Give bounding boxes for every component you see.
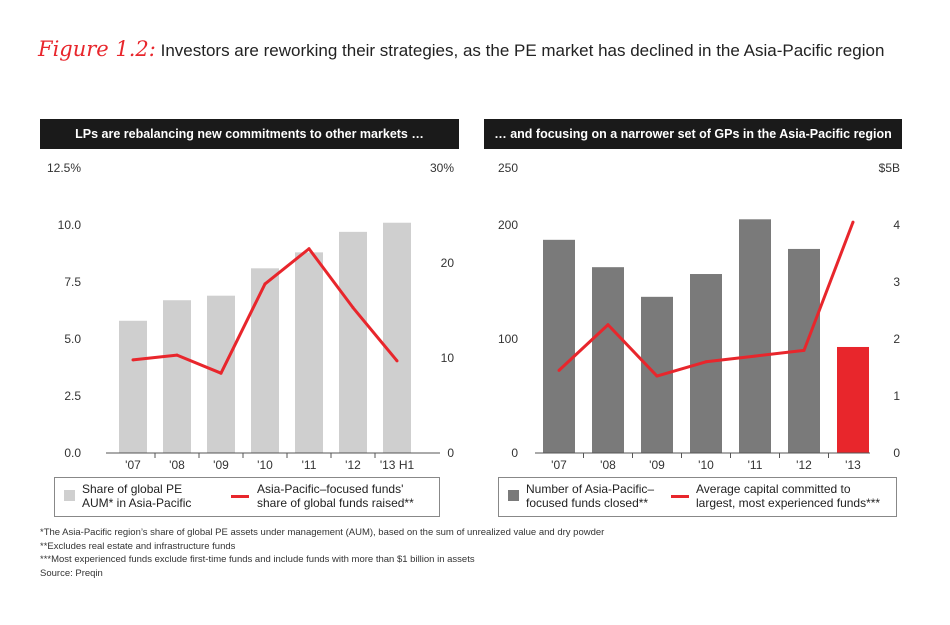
left-category-label: '11 [302, 458, 317, 472]
right-line-point-4 [753, 354, 757, 358]
right-bar-6 [837, 346, 869, 453]
left-bar-3 [251, 268, 279, 453]
right-category-label: '09 [649, 458, 665, 472]
figure-label: Figure 1.2: [38, 37, 156, 61]
right-panel-header: … and focusing on a narrower set of GPs … [484, 119, 902, 149]
left-line-point-4 [307, 247, 311, 251]
left-bar-6 [383, 222, 411, 453]
right-category-label: '13 [845, 458, 861, 472]
left-legend-line-swatch [231, 495, 249, 498]
right-left-axis-tick: 0 [511, 446, 518, 460]
right-line-point-2 [655, 374, 659, 378]
left-legend-bar-label: Share of global PE AUM* in Asia-Pacific [82, 482, 192, 510]
right-category-label: '11 [748, 458, 763, 472]
left-category-label: '09 [213, 458, 229, 472]
left-left-axis-tick: 0.0 [64, 446, 81, 460]
right-line-point-5 [802, 348, 806, 352]
left-right-axis-tick: 0 [447, 446, 454, 460]
left-left-axis-tick: 7.5 [64, 275, 81, 289]
left-right-axis-tick: 10 [441, 351, 455, 365]
left-category-label: '10 [257, 458, 273, 472]
right-left-axis-tick: 250 [498, 161, 518, 175]
left-category-label: '08 [169, 458, 185, 472]
right-line-point-3 [704, 360, 708, 364]
right-bar-1 [592, 267, 624, 453]
figure-title: Figure 1.2: Investors are reworking thei… [38, 37, 884, 61]
footnotes: *The Asia-Pacific region’s share of glob… [40, 526, 604, 580]
right-category-label: '07 [551, 458, 567, 472]
right-left-axis-tick: 100 [498, 332, 518, 346]
left-line-point-5 [351, 306, 355, 310]
right-right-axis-tick: 3 [893, 275, 900, 289]
left-left-axis-tick: 2.5 [64, 389, 81, 403]
left-legend-bar-swatch [64, 490, 75, 501]
left-line-point-0 [131, 358, 135, 362]
left-category-label: '12 [345, 458, 361, 472]
left-line-point-1 [175, 353, 179, 357]
right-right-axis-tick: $5B [879, 161, 900, 175]
left-category-label: '13 H1 [380, 458, 415, 472]
right-legend-bar-label: Number of Asia-Pacific–focused funds clo… [526, 482, 655, 510]
left-bar-0 [119, 320, 147, 453]
left-line-point-2 [219, 371, 223, 375]
right-right-axis-tick: 2 [893, 332, 900, 346]
right-bar-4 [739, 219, 771, 453]
right-legend-line-swatch [671, 495, 689, 498]
right-line-point-0 [557, 368, 561, 372]
left-line-point-6 [395, 359, 399, 363]
right-right-axis-tick: 4 [893, 218, 900, 232]
left-left-axis-tick: 10.0 [58, 218, 82, 232]
right-line-point-1 [606, 323, 610, 327]
right-right-axis-tick: 1 [893, 389, 900, 403]
right-right-axis-tick: 0 [893, 446, 900, 460]
left-left-axis-tick: 12.5% [47, 161, 81, 175]
right-category-label: '10 [698, 458, 714, 472]
footnote-experienced: ***Most experienced funds exclude first-… [40, 554, 475, 565]
left-line-point-3 [263, 282, 267, 286]
left-category-label: '07 [125, 458, 141, 472]
right-legend-bar-swatch [508, 490, 519, 501]
left-right-axis-tick: 30% [430, 161, 454, 175]
right-legend-line-label: Average capital committed to largest, mo… [696, 482, 881, 510]
right-line-point-6 [851, 220, 855, 224]
left-left-axis-tick: 5.0 [64, 332, 81, 346]
left-legend: Share of global PE AUM* in Asia-Pacific … [54, 477, 440, 517]
left-panel-header: LPs are rebalancing new commitments to o… [40, 119, 459, 149]
footnote-aum: *The Asia-Pacific region’s share of glob… [40, 527, 605, 538]
footnote-excludes: **Excludes real estate and infrastructur… [40, 540, 236, 552]
right-category-label: '08 [600, 458, 616, 472]
right-bar-0 [543, 239, 575, 453]
figure-title-text: Investors are reworking their strategies… [160, 41, 885, 60]
left-right-axis-tick: 20 [441, 256, 455, 270]
left-bar-5 [339, 231, 367, 453]
right-left-axis-tick: 200 [498, 218, 518, 232]
left-legend-line-label: Asia-Pacific–focused funds' share of glo… [257, 482, 414, 510]
footnote-source: Source: Preqin [40, 567, 103, 579]
left-bar-1 [163, 300, 191, 453]
right-category-label: '12 [796, 458, 812, 472]
right-legend: Number of Asia-Pacific–focused funds clo… [498, 477, 897, 517]
left-bar-4 [295, 252, 323, 453]
